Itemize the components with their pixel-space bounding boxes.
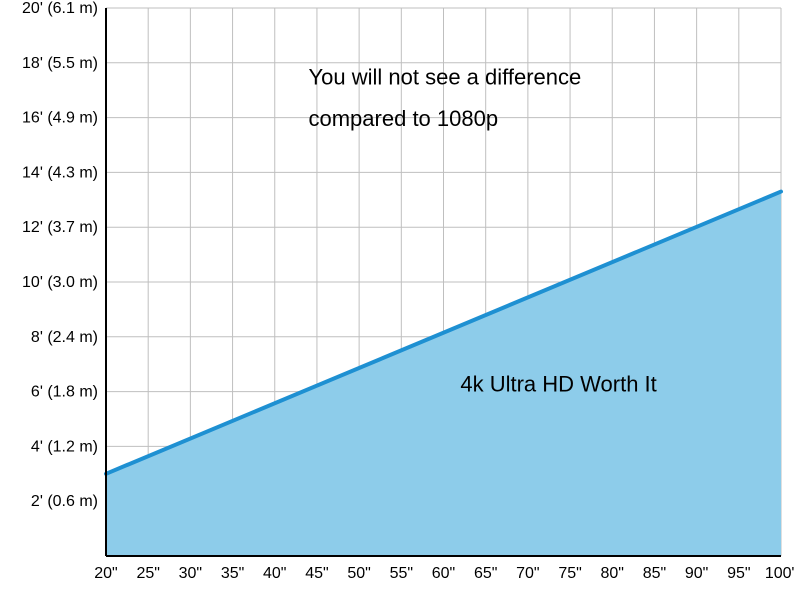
x-tick-label: 85" bbox=[643, 565, 666, 582]
x-tick-label: 30" bbox=[179, 565, 202, 582]
y-tick-label: 16' (4.9 m) bbox=[22, 110, 98, 127]
x-tick-label: 75" bbox=[558, 565, 581, 582]
x-tick-label: 80" bbox=[601, 565, 624, 582]
y-tick-label: 4' (1.2 m) bbox=[31, 438, 98, 455]
x-tick-label: 70" bbox=[516, 565, 539, 582]
annotation-upper-line1: You will not see a difference bbox=[309, 65, 582, 90]
x-tick-label: 60" bbox=[432, 565, 455, 582]
y-tick-label: 20' (6.1 m) bbox=[22, 0, 98, 17]
x-tick-label: 20" bbox=[94, 565, 117, 582]
x-tick-label: 25" bbox=[136, 565, 159, 582]
y-tick-label: 6' (1.8 m) bbox=[31, 384, 98, 401]
x-tick-label: 100" bbox=[765, 565, 794, 582]
y-tick-label: 18' (5.5 m) bbox=[22, 55, 98, 72]
x-tick-label: 35" bbox=[221, 565, 244, 582]
annotation-upper-line2: compared to 1080p bbox=[309, 106, 499, 131]
x-tick-label: 55" bbox=[390, 565, 413, 582]
x-tick-label: 90" bbox=[685, 565, 708, 582]
y-tick-label: 14' (4.3 m) bbox=[22, 164, 98, 181]
x-tick-label: 50" bbox=[347, 565, 370, 582]
y-tick-label: 10' (3.0 m) bbox=[22, 274, 98, 291]
area-chart: 20" 25" 30" 35" 40" 45" 50" 55" 60" 65" 70" 75" 80" 8… bbox=[0, 0, 794, 600]
x-tick-label: 65" bbox=[474, 565, 497, 582]
y-tick-label: 8' (2.4 m) bbox=[31, 329, 98, 346]
x-tick-label: 45" bbox=[305, 565, 328, 582]
chart-container: 20" 25" 30" 35" 40" 45" 50" 55" 60" 65" 70" 75" 80" 8… bbox=[0, 0, 794, 600]
annotation-lower: 4k Ultra HD Worth It bbox=[460, 372, 656, 397]
x-tick-label: 95" bbox=[727, 565, 750, 582]
y-tick-label: 12' (3.7 m) bbox=[22, 219, 98, 236]
x-tick-label: 40" bbox=[263, 565, 286, 582]
y-tick-label: 2' (0.6 m) bbox=[31, 493, 98, 510]
